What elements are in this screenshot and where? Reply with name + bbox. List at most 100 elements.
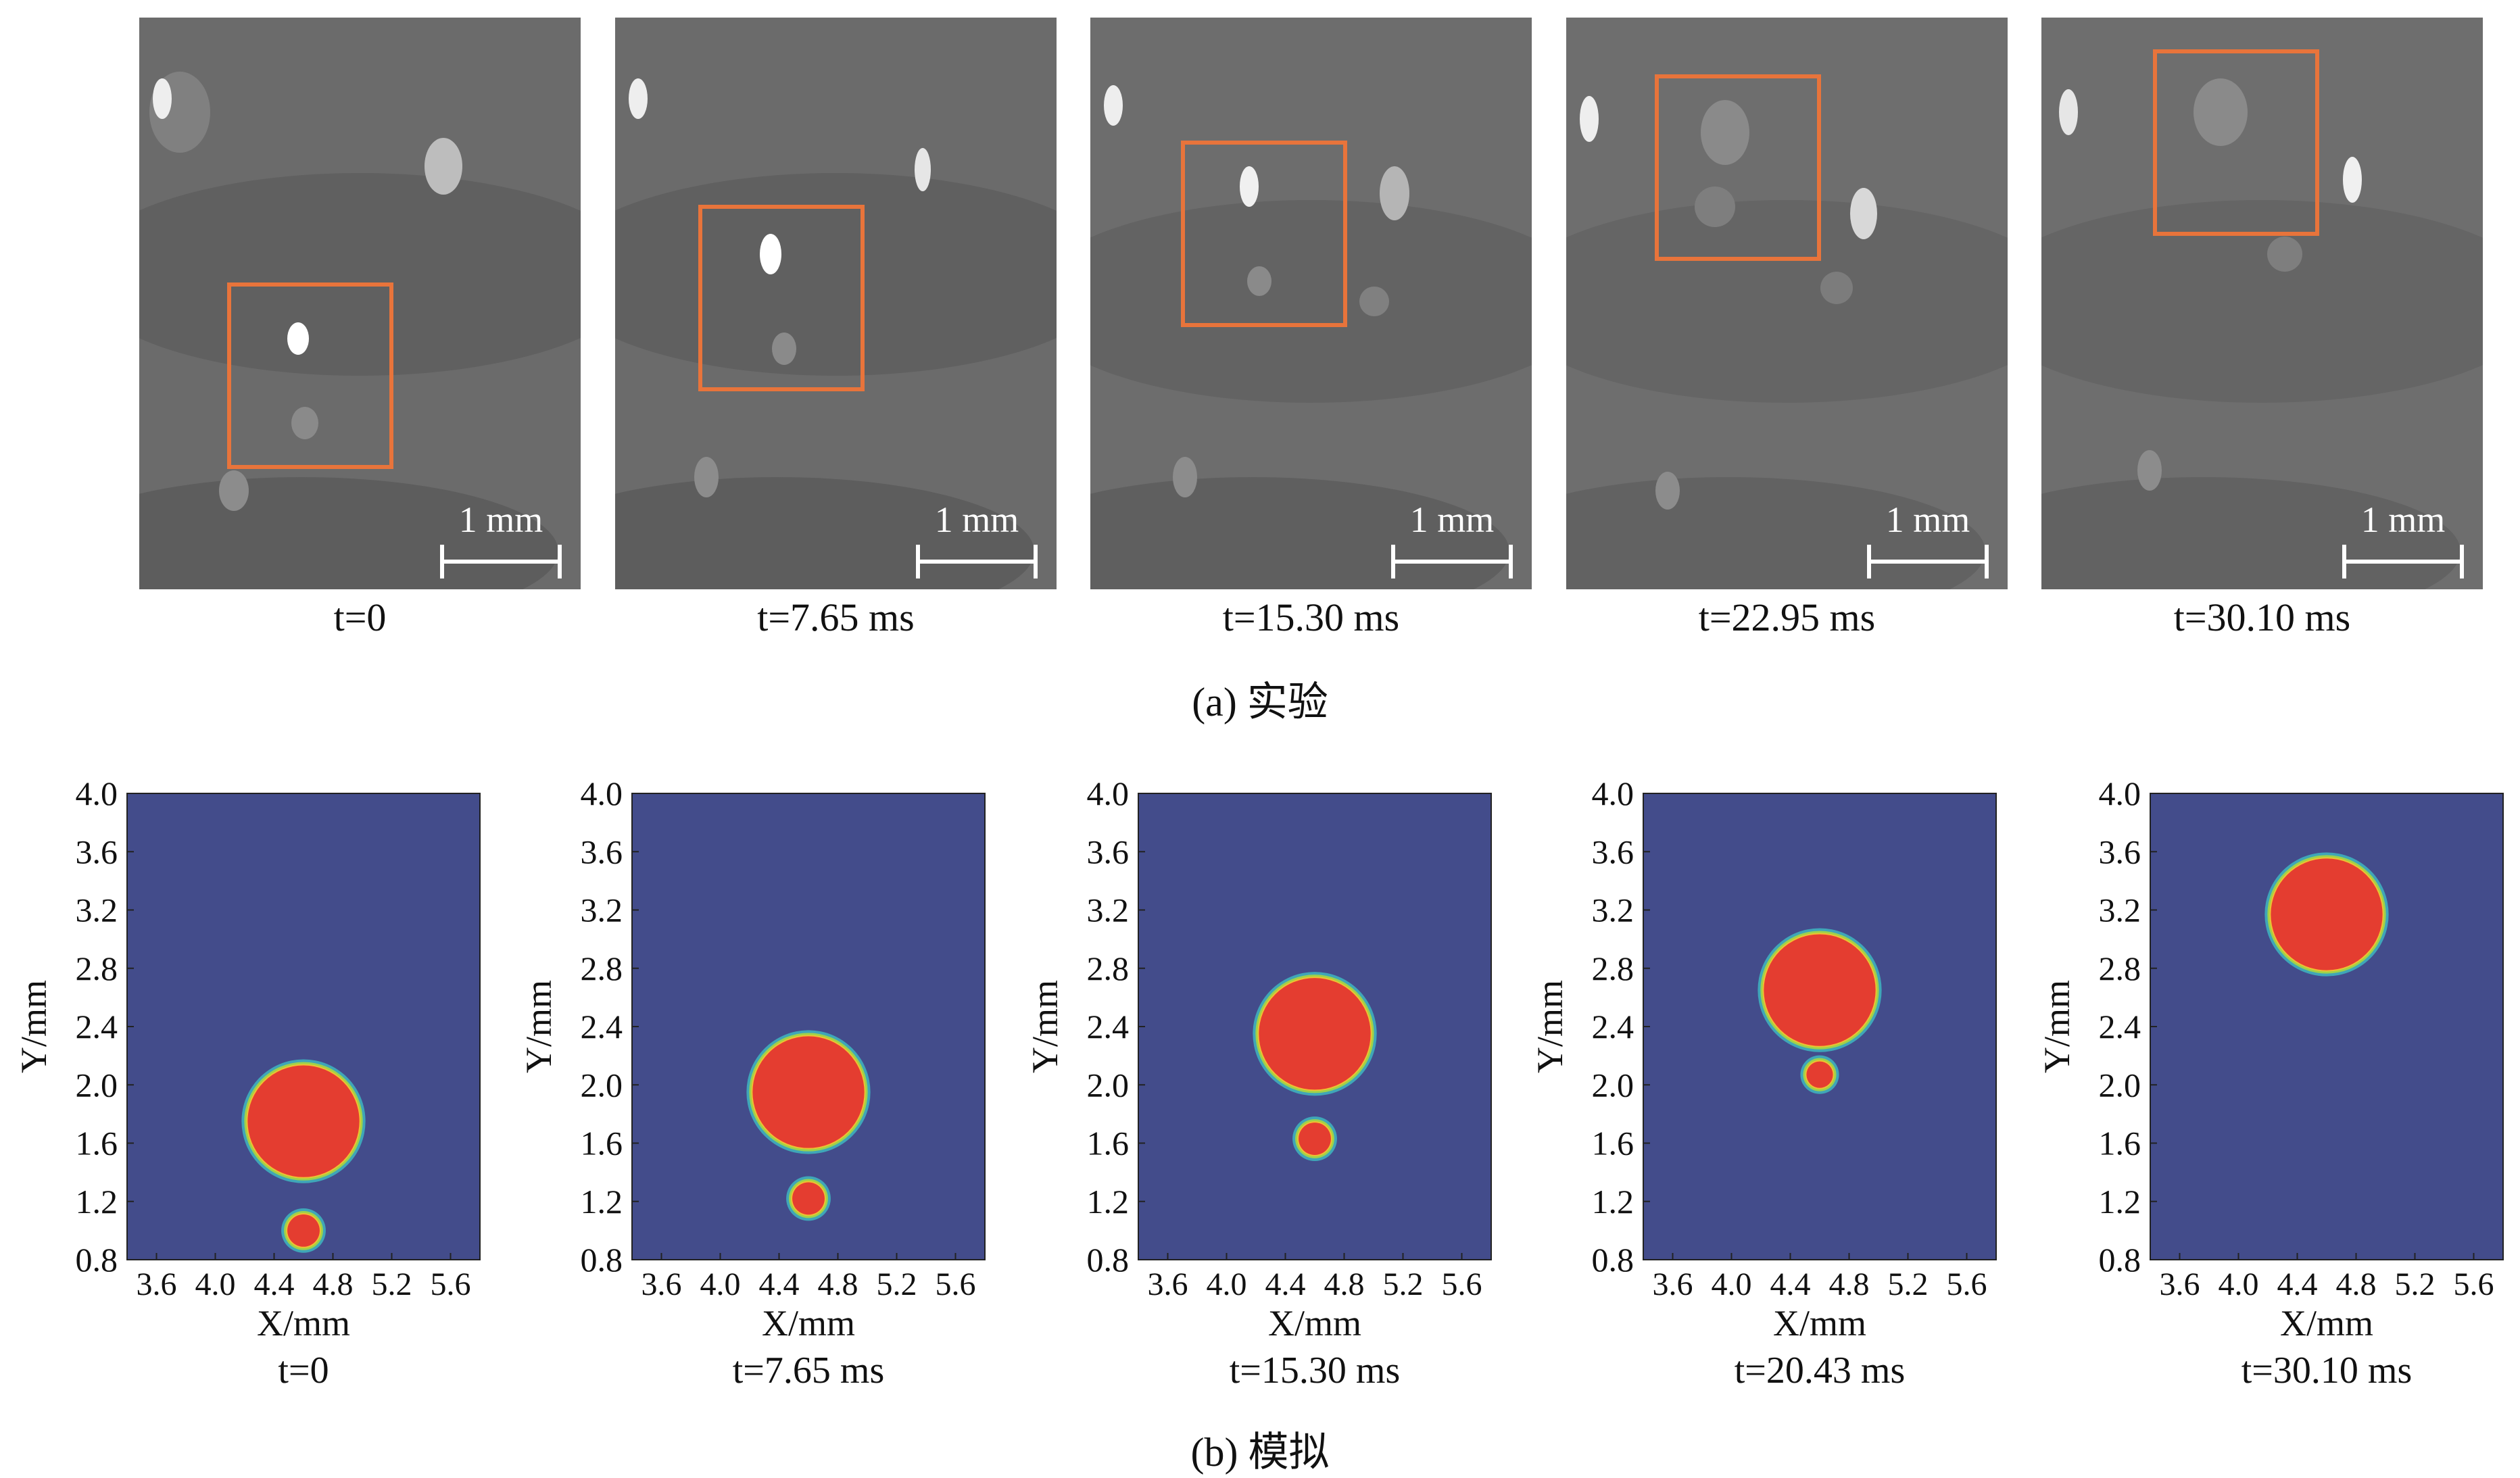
experiment-frame-2: 1 mm [615, 18, 1057, 589]
sim-time-label: t=20.43 ms [1735, 1350, 1906, 1391]
y-axis-label: Y/mm [1025, 980, 1065, 1073]
sim-panel-2: 3.6 4.0 4.4 4.8 5.2 5.6 0.8 1.2 1.6 2.0 2.4 2.8 3.2 3… [518, 774, 986, 1391]
tracking-box [698, 205, 865, 391]
experiment-frame-5: 1 mm [2041, 18, 2483, 589]
y-tick-label: 3.2 [76, 891, 118, 929]
y-axis-label: Y/mm [518, 980, 559, 1073]
y-tick-label: 1.6 [581, 1125, 623, 1162]
simulation-plots: 3.6 4.0 4.4 4.8 5.2 5.6 0.8 1.2 1.6 2.0 2.4 2.8 3.2 3… [14, 774, 2504, 1391]
sim-panel-1: 3.6 4.0 4.4 4.8 5.2 5.6 0.8 1.2 1.6 2.0 2.4 2.8 3.2 3… [14, 774, 481, 1391]
y-tick-label: 1.6 [2099, 1125, 2141, 1162]
y-tick-label: 2.4 [1087, 1008, 1130, 1045]
y-tick-label: 2.8 [1087, 950, 1130, 987]
y-tick-label: 1.2 [1087, 1183, 1130, 1221]
y-tick-label: 4.0 [2099, 774, 2141, 812]
droplet [2264, 852, 2389, 977]
y-tick-label: 2.8 [1592, 950, 1634, 987]
y-tick-label: 1.6 [1592, 1125, 1634, 1162]
x-tick-label: 3.6 [641, 1266, 682, 1302]
y-tick-label: 2.4 [76, 1008, 118, 1045]
y-tick-label: 2.8 [76, 950, 118, 987]
bubble-photo [2041, 18, 2483, 589]
x-tick-label: 5.6 [2454, 1266, 2494, 1302]
x-axis-label: X/mm [2280, 1303, 2373, 1344]
y-tick-label: 4.0 [1592, 774, 1634, 812]
x-tick-label: 4.0 [195, 1266, 236, 1302]
sim-time-label: t=7.65 ms [733, 1350, 885, 1391]
y-tick-label: 2.0 [1592, 1066, 1634, 1104]
scale-bar-label: 1 mm [1885, 499, 1970, 540]
y-tick-label: 0.8 [76, 1241, 118, 1279]
x-tick-label: 3.6 [2160, 1266, 2200, 1302]
y-tick-label: 4.0 [76, 774, 118, 812]
plot-area [126, 793, 481, 1260]
x-tick-label: 4.4 [759, 1266, 800, 1302]
x-tick-label: 5.6 [1442, 1266, 1482, 1302]
y-tick-label: 3.2 [1087, 891, 1130, 929]
x-tick-label: 5.6 [431, 1266, 471, 1302]
sim-panel-3: 3.6 4.0 4.4 4.8 5.2 5.6 0.8 1.2 1.6 2.0 2.4 2.8 3.2 3… [1025, 774, 1492, 1391]
scale-bar-label: 1 mm [934, 499, 1019, 540]
x-axis-label: X/mm [1268, 1303, 1361, 1344]
x-tick-label: 4.8 [313, 1266, 354, 1302]
y-tick-label: 2.0 [76, 1066, 118, 1104]
y-tick-label: 3.6 [2099, 833, 2141, 870]
y-tick-label: 3.2 [581, 891, 623, 929]
bubble-photo [1090, 18, 1532, 589]
y-tick-label: 0.8 [1592, 1241, 1634, 1279]
droplet [241, 1059, 366, 1183]
y-tick-label: 4.0 [1087, 774, 1130, 812]
experiment-time-label-4: t=22.95 ms [1698, 595, 1876, 639]
y-tick-label: 1.2 [581, 1183, 623, 1221]
experiment-frame-4: 1 mm [1566, 18, 2008, 589]
experiment-frame-1: 1 mm [139, 18, 581, 589]
y-tick-label: 1.6 [1087, 1125, 1130, 1162]
scale-bar-label: 1 mm [458, 499, 543, 540]
y-tick-label: 0.8 [581, 1241, 623, 1279]
experiment-time-label-3: t=15.30 ms [1222, 595, 1400, 639]
y-tick-label: 2.4 [1592, 1008, 1634, 1045]
x-tick-label: 4.8 [1324, 1266, 1365, 1302]
experiment-caption: (a) 实验 [1192, 680, 1328, 724]
y-tick-label: 3.6 [1592, 833, 1634, 870]
y-tick-label: 4.0 [581, 774, 623, 812]
sim-time-label: t=30.10 ms [2242, 1350, 2413, 1391]
y-tick-label: 1.6 [76, 1125, 118, 1162]
y-tick-label: 2.0 [1087, 1066, 1130, 1104]
y-axis-label: Y/mm [1530, 980, 1570, 1073]
simulation-caption: (b) 模拟 [1190, 1430, 1330, 1475]
x-tick-label: 5.2 [372, 1266, 412, 1302]
x-tick-label: 4.0 [2219, 1266, 2259, 1302]
droplet [281, 1208, 326, 1253]
bubble-photo [615, 18, 1057, 589]
x-tick-label: 4.4 [2277, 1266, 2318, 1302]
x-tick-label: 5.6 [936, 1266, 976, 1302]
x-axis-label: X/mm [762, 1303, 855, 1344]
y-tick-label: 3.2 [2099, 891, 2141, 929]
x-tick-label: 3.6 [1148, 1266, 1188, 1302]
x-tick-label: 4.8 [818, 1266, 858, 1302]
sim-time-label: t=0 [278, 1350, 329, 1391]
experiment-frame-3: 1 mm [1090, 18, 1532, 589]
droplet [1758, 928, 1882, 1052]
y-tick-label: 1.2 [2099, 1183, 2141, 1221]
y-axis-label: Y/mm [14, 980, 54, 1073]
tracking-box [2153, 49, 2319, 236]
experiment-time-label-2: t=7.65 ms [757, 595, 915, 639]
y-tick-label: 3.2 [1592, 891, 1634, 929]
droplet [746, 1030, 871, 1154]
x-tick-label: 4.0 [700, 1266, 741, 1302]
tracking-box [1181, 141, 1347, 327]
y-tick-label: 2.0 [581, 1066, 623, 1104]
x-tick-label: 4.8 [2336, 1266, 2377, 1302]
scale-bar-label: 1 mm [1409, 499, 1495, 540]
scale-bar-label: 1 mm [2360, 499, 2446, 540]
x-tick-label: 5.6 [1947, 1266, 1987, 1302]
sim-time-label: t=15.30 ms [1230, 1350, 1401, 1391]
y-tick-label: 2.4 [2099, 1008, 2141, 1045]
droplet [1292, 1116, 1337, 1161]
tracking-box [227, 282, 393, 469]
x-tick-label: 4.4 [254, 1266, 295, 1302]
y-tick-label: 3.6 [581, 833, 623, 870]
experiment-time-label-1: t=0 [333, 595, 387, 639]
